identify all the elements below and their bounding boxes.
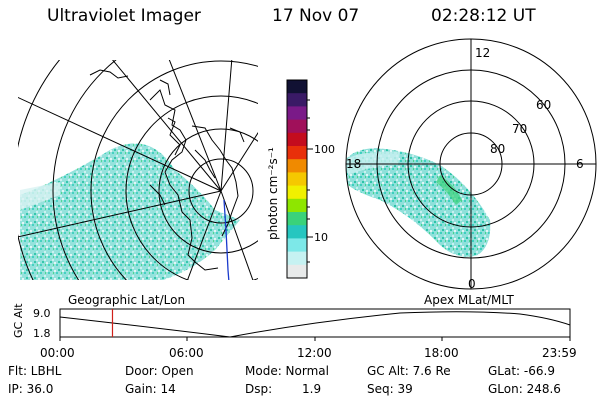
colorbar-segment [287,225,307,239]
colorbar-segment [287,238,307,253]
altitude-ytick-9: 9.0 [33,307,51,320]
mlt-label-6: 6 [576,157,584,171]
altitude-time-ticks [59,337,571,341]
polar-plot-caption: Apex MLat/MLT [424,293,514,307]
gain-info: Gain: 14 [125,382,176,396]
time-tick-2359: 23:59 [542,346,577,360]
polar-aurora-region [346,148,491,257]
colorbar-tick-100: 100 [314,143,335,156]
polar-plot: 12 18 6 0 60 70 80 [345,38,597,291]
time-tick-1800: 18:00 [424,346,459,360]
colorbar-segment [287,146,307,160]
polar-grid [345,38,597,290]
mlat-label-60: 60 [536,98,551,112]
colorbar-segment [287,106,307,121]
imager-title: Ultraviolet Imager [47,6,201,26]
colorbar-segment [287,251,307,266]
geo-grid [18,60,258,280]
date-label: 17 Nov 07 [272,6,360,26]
time-tick-0600: 06:00 [169,346,204,360]
mlt-label-18: 18 [346,157,361,171]
time-tick-1200: 12:00 [297,346,332,360]
dsp-info-label: Dsp: [245,382,273,396]
mlat-label-70: 70 [512,122,527,136]
altitude-ytick-1.8: 1.8 [33,327,51,340]
seq-info: Seq: 39 [367,382,413,396]
colorbar-segment [287,185,307,200]
colorbar-segment [287,198,307,213]
ground-track-line [223,199,230,280]
colorbar-ticks [286,79,313,279]
colorbar-segment [287,119,307,134]
gc-alt-info: GC Alt: 7.6 Re [367,364,451,378]
mlt-label-0: 0 [468,277,476,291]
colorbar [287,80,307,279]
time-tick-0000: 00:00 [40,346,75,360]
colorbar-segment [287,212,307,226]
altitude-plot: GC Alt 9.0 1.8 [12,303,571,341]
mode-info: Mode: Normal [245,364,329,378]
geographic-map [18,60,258,280]
glon-info: GLon: 248.6 [488,382,561,396]
geo-coastlines [89,69,245,271]
colorbar-segment [287,93,307,107]
colorbar-segment [287,132,307,147]
altitude-curve [59,311,571,338]
geo-map-caption: Geographic Lat/Lon [68,293,186,307]
colorbar-units-label: photon cm⁻²s⁻¹ [266,147,280,240]
altitude-ylabel: GC Alt [12,303,25,338]
filter-info: Flt: LBHL [8,364,62,378]
colorbar-segment [287,172,307,187]
mlat-label-80: 80 [490,142,505,156]
colorbar-segment [287,264,307,279]
mlt-label-12: 12 [475,46,490,60]
time-label: 02:28:12 UT [431,6,536,26]
door-info: Door: Open [125,364,194,378]
glat-info: GLat: -66.9 [488,364,555,378]
dsp-info-value: 1.9 [302,382,322,396]
uv-image-figure: 100 10 photon cm⁻²s⁻¹ 12 18 6 0 60 70 80 [18,38,597,291]
colorbar-segment [287,80,307,94]
colorbar-segment [287,159,307,173]
ip-info: IP: 36.0 [8,382,54,396]
colorbar-tick-10: 10 [314,231,328,244]
